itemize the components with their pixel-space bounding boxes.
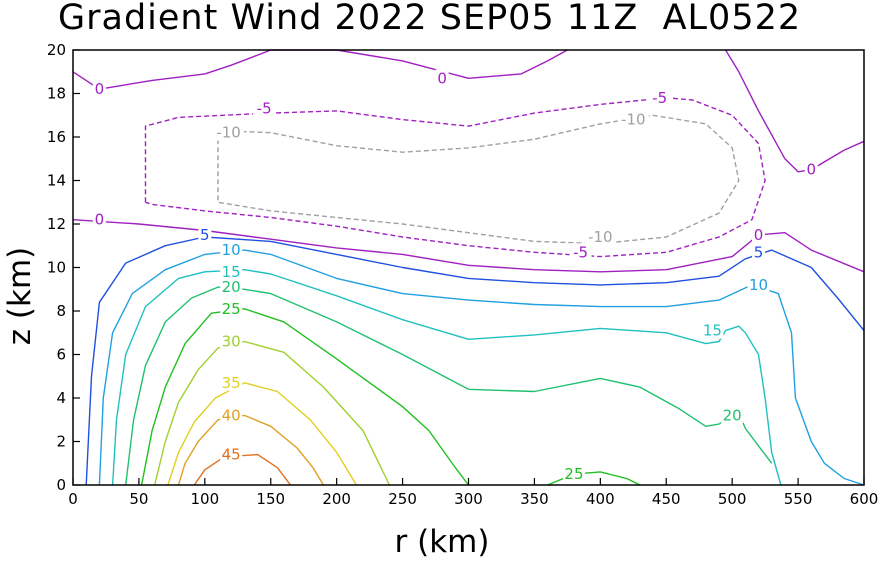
plot-frame xyxy=(72,49,865,486)
contour-lines xyxy=(72,49,865,486)
contour-label-bg xyxy=(617,110,649,128)
contour-label-bg xyxy=(220,445,243,463)
contour-label-bg xyxy=(253,99,276,117)
contour-label: 0 xyxy=(437,69,447,87)
x-tick-label: 550 xyxy=(784,490,813,508)
contour-label: 20 xyxy=(222,278,241,296)
y-tick-label: 10 xyxy=(47,259,66,277)
contour-label-bg xyxy=(92,80,106,98)
contour-label: 20 xyxy=(723,406,742,424)
x-tick-label: 350 xyxy=(520,490,549,508)
y-tick-label: 18 xyxy=(47,85,66,103)
x-tick-label: 300 xyxy=(454,490,483,508)
y-axis-label: z (km) xyxy=(2,247,38,345)
contour-label-bg xyxy=(213,123,245,141)
contour-label: 25 xyxy=(564,465,583,483)
contour-label: -10 xyxy=(216,124,241,142)
contour-label: -5 xyxy=(573,243,588,261)
contour-label-bg xyxy=(198,225,212,243)
contour-line-40 xyxy=(177,414,325,486)
contour-label: 10 xyxy=(749,276,768,294)
contour-line-0 xyxy=(725,49,865,173)
chart-title: Gradient Wind 2022 SEP05 11Z AL0522 xyxy=(58,0,802,38)
contour-label: -10 xyxy=(621,111,646,129)
contour-line-neg5 xyxy=(144,97,766,258)
x-axis-ticks: 0 50 100 150 200 250 300 350 400 450 500 550 600 xyxy=(68,478,878,508)
contour-line-neg10 xyxy=(217,114,740,245)
contour-label-bg xyxy=(747,275,770,293)
y-tick-label: 0 xyxy=(56,476,66,494)
contour-label: 25 xyxy=(222,300,241,318)
contour-label-bg xyxy=(220,406,243,424)
contour-label-bg xyxy=(220,299,243,317)
contour-label-bg xyxy=(435,69,449,87)
contour-label-bg xyxy=(752,225,766,243)
contour-label-bg xyxy=(648,88,671,106)
contour-label: -5 xyxy=(257,100,272,118)
contour-label: -10 xyxy=(588,228,613,246)
contour-label-bg xyxy=(562,465,585,483)
contour-label-bg xyxy=(584,228,616,246)
contour-label: 0 xyxy=(95,211,105,229)
x-tick-label: 400 xyxy=(586,490,615,508)
contour-label-bg xyxy=(220,278,243,296)
y-tick-label: 6 xyxy=(56,346,66,364)
x-tick-label: 100 xyxy=(191,490,220,508)
contour-label: 35 xyxy=(222,374,241,392)
contour-label: 5 xyxy=(754,243,764,261)
x-tick-label: 200 xyxy=(322,490,351,508)
contour-labels: -10-10-10-5-5-50000055101015152020252530… xyxy=(92,69,818,483)
contour-label-bg xyxy=(701,321,724,339)
contour-label: 0 xyxy=(806,161,816,179)
contour-label: 45 xyxy=(222,446,241,464)
y-tick-label: 12 xyxy=(47,215,66,233)
contour-label-bg xyxy=(92,210,106,228)
contour-label-bg xyxy=(752,243,766,261)
contour-line-15 xyxy=(111,269,782,486)
contour-line-10 xyxy=(98,249,865,486)
contour-line-25 xyxy=(140,308,470,486)
contour-label: 5 xyxy=(200,226,210,244)
y-axis-ticks: 0 2 4 6 8 10 12 14 16 18 20 xyxy=(47,41,80,494)
contour-label-bg xyxy=(220,262,243,280)
y-tick-label: 2 xyxy=(56,433,66,451)
contour-label: 40 xyxy=(222,406,241,424)
y-tick-label: 8 xyxy=(56,302,66,320)
contour-label-bg xyxy=(804,160,818,178)
y-tick-label: 14 xyxy=(47,172,66,190)
contour-label-bg xyxy=(569,243,592,261)
contour-label: 15 xyxy=(222,263,241,281)
contour-line-5 xyxy=(85,236,865,486)
contour-line-25 xyxy=(547,471,641,486)
x-tick-label: 150 xyxy=(256,490,285,508)
x-tick-label: 450 xyxy=(652,490,681,508)
contour-line-45 xyxy=(193,453,292,486)
contour-line-0 xyxy=(72,49,568,90)
x-tick-label: 500 xyxy=(718,490,747,508)
contour-line-35 xyxy=(167,382,357,486)
contour-label: 15 xyxy=(703,322,722,340)
contour-label: 0 xyxy=(754,226,764,244)
contour-label-bg xyxy=(721,406,744,424)
contour-label-bg xyxy=(220,332,243,350)
x-axis-label: r (km) xyxy=(395,524,490,560)
y-tick-label: 4 xyxy=(56,389,66,407)
x-tick-label: 0 xyxy=(68,490,78,508)
contour-label: 0 xyxy=(95,80,105,98)
contour-label-bg xyxy=(220,241,243,259)
contour-line-0 xyxy=(72,219,865,273)
x-tick-label: 50 xyxy=(129,490,148,508)
y-tick-label: 20 xyxy=(47,41,66,59)
contour-label: 30 xyxy=(222,332,241,350)
contour-label-bg xyxy=(220,373,243,391)
contour-label: -5 xyxy=(652,89,667,107)
y-tick-label: 16 xyxy=(47,128,66,146)
contour-label: 10 xyxy=(222,241,241,259)
x-tick-label: 250 xyxy=(388,490,417,508)
x-tick-label: 600 xyxy=(850,490,879,508)
